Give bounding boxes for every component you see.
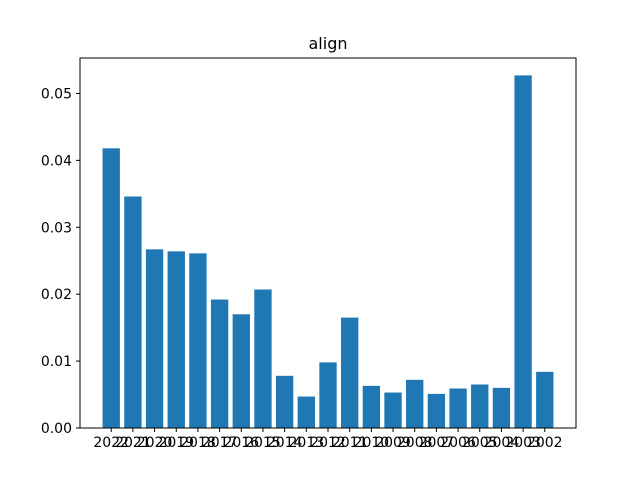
bar-2002 bbox=[536, 371, 554, 428]
y-axis: 0.00 0.01 0.02 0.03 0.04 0.05 bbox=[41, 86, 80, 437]
x-tick-label: 2019 bbox=[158, 435, 194, 451]
x-tick-label: 2013 bbox=[289, 435, 325, 451]
x-tick-label: 2004 bbox=[484, 435, 520, 451]
bar-2022 bbox=[102, 148, 120, 428]
y-tick-label: 0.01 bbox=[41, 354, 72, 370]
bars-group bbox=[102, 75, 554, 429]
y-tick-label: 0.00 bbox=[41, 421, 72, 437]
x-tick-label: 2009 bbox=[375, 435, 411, 451]
y-tick-label: 0.05 bbox=[41, 86, 72, 102]
chart-title: align bbox=[309, 34, 348, 53]
x-tick-label: 2010 bbox=[354, 435, 390, 451]
x-tick-label: 2014 bbox=[267, 435, 303, 451]
x-tick-label: 2011 bbox=[332, 435, 368, 451]
bar-2010 bbox=[362, 385, 381, 428]
x-tick-label: 2022 bbox=[93, 435, 129, 451]
x-tick-label: 2015 bbox=[245, 435, 281, 451]
bar-2011 bbox=[341, 317, 359, 428]
x-tick-label: 2018 bbox=[180, 435, 216, 451]
x-tick-label: 2021 bbox=[115, 435, 151, 451]
bar-2003 bbox=[514, 75, 532, 429]
x-tick-label: 2008 bbox=[397, 435, 433, 451]
bar-2006 bbox=[449, 388, 467, 428]
bar-2009 bbox=[384, 392, 402, 428]
x-tick-label: 2012 bbox=[310, 435, 346, 451]
bar-2019 bbox=[167, 251, 185, 428]
bar-2015 bbox=[254, 289, 272, 428]
x-tick-label: 2006 bbox=[440, 435, 476, 451]
bar-2013 bbox=[297, 396, 315, 428]
y-tick-label: 0.02 bbox=[41, 287, 72, 303]
x-tick-label: 2017 bbox=[202, 435, 238, 451]
bar-2007 bbox=[427, 393, 446, 428]
x-tick-label: 2020 bbox=[137, 435, 173, 451]
x-axis: 2022202120202019201820172016201520142013… bbox=[93, 428, 563, 451]
x-tick-label: 2003 bbox=[505, 435, 541, 451]
x-tick-label: 2016 bbox=[223, 435, 259, 451]
bar-2004 bbox=[492, 387, 511, 428]
bar-2021 bbox=[124, 196, 142, 428]
bar-2016 bbox=[232, 314, 250, 428]
x-tick-label: 2007 bbox=[419, 435, 455, 451]
bar-2008 bbox=[406, 379, 424, 428]
bar-2020 bbox=[145, 249, 164, 428]
bar-2017 bbox=[210, 299, 229, 428]
bar-2005 bbox=[471, 384, 489, 428]
x-tick-label: 2002 bbox=[527, 435, 563, 451]
bar-2012 bbox=[319, 362, 337, 428]
bar-2018 bbox=[189, 253, 207, 428]
plot-frame bbox=[79, 57, 577, 429]
x-tick-label: 2005 bbox=[462, 435, 498, 451]
y-tick-label: 0.03 bbox=[41, 220, 72, 236]
bar-2014 bbox=[275, 375, 294, 428]
y-tick-label: 0.04 bbox=[41, 153, 72, 169]
